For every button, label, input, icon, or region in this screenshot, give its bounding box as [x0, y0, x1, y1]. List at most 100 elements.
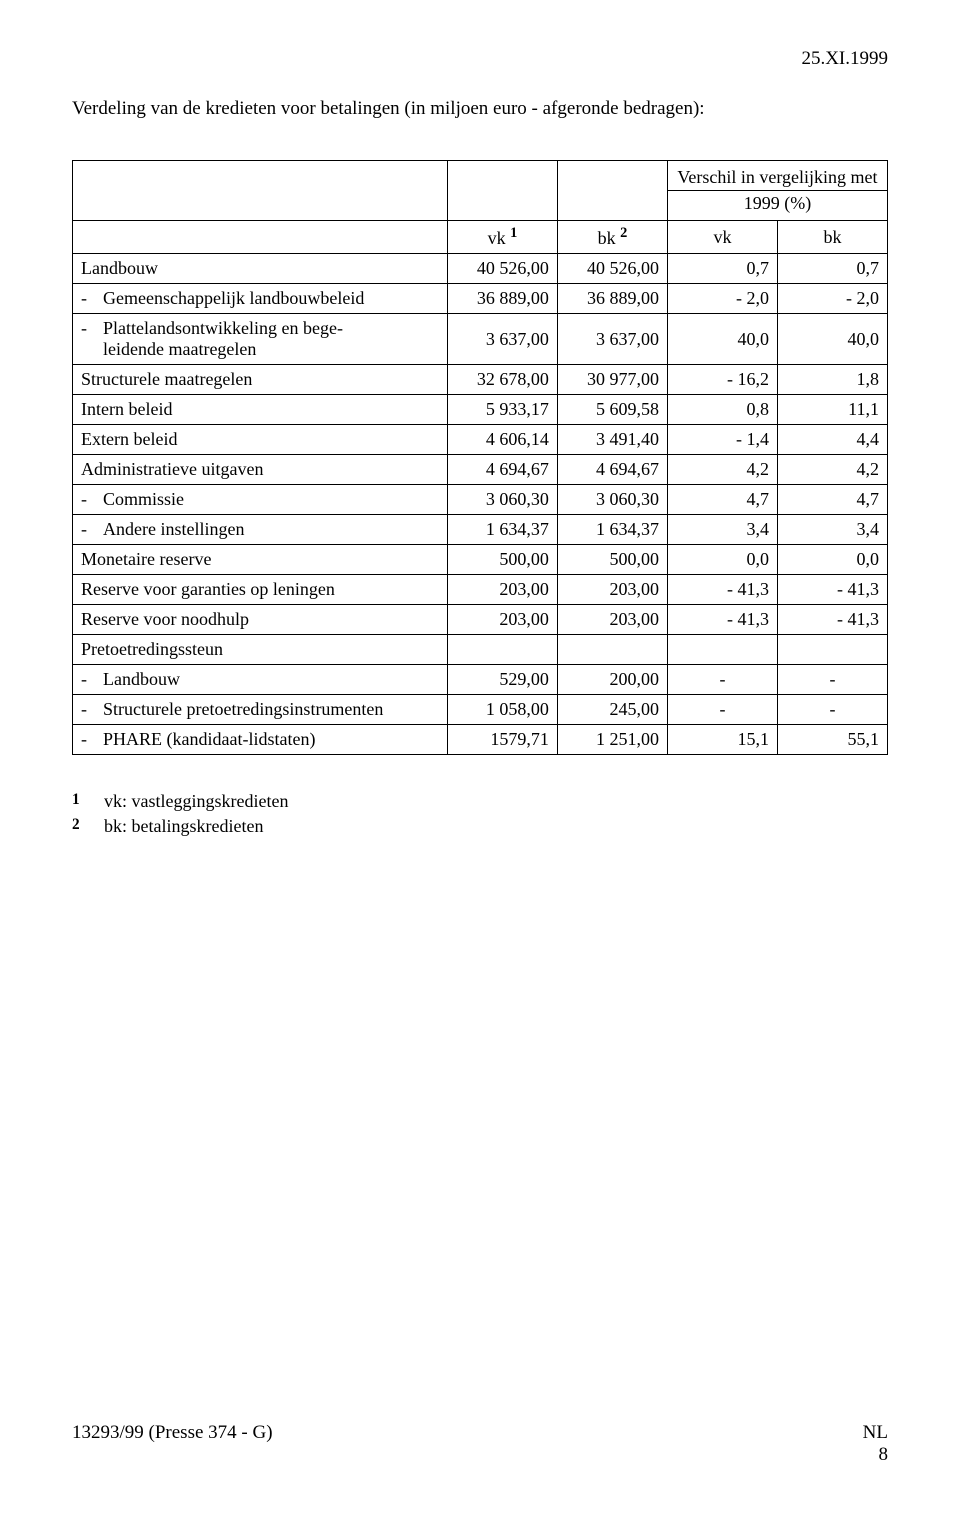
- cell-vk: -: [667, 665, 777, 695]
- table-row: -Andere instellingen1 634,371 634,373,43…: [73, 515, 888, 545]
- footnote: 1 vk: vastleggingskredieten: [72, 791, 888, 812]
- document-date: 25.XI.1999: [72, 48, 888, 70]
- table-row: -PHARE (kandidaat-lidstaten)1579,711 251…: [73, 725, 888, 755]
- cell-bk2: 203,00: [557, 575, 667, 605]
- table-row: Reserve voor garanties op leningen203,00…: [73, 575, 888, 605]
- cell-bk: 11,1: [777, 395, 887, 425]
- cell-vk: 40,0: [667, 314, 777, 365]
- cell-bk: 4,7: [777, 485, 887, 515]
- cell-bk2: 3 060,30: [557, 485, 667, 515]
- cell-vk1: 3 637,00: [447, 314, 557, 365]
- cell-vk: - 16,2: [667, 365, 777, 395]
- cell-bk2: 5 609,58: [557, 395, 667, 425]
- footnote-num: 2: [72, 816, 104, 837]
- vk1-sup: 1: [510, 225, 517, 241]
- cell-bk: - 41,3: [777, 575, 887, 605]
- cell-vk1: 500,00: [447, 545, 557, 575]
- cell-bk: - 41,3: [777, 605, 887, 635]
- header-empty: [557, 161, 667, 221]
- table-header-cols: vk 1 bk 2 vk bk: [73, 221, 888, 254]
- table-row: Intern beleid5 933,175 609,580,811,1: [73, 395, 888, 425]
- cell-vk: 0,8: [667, 395, 777, 425]
- header-label-col: [73, 221, 448, 254]
- cell-bk: 1,8: [777, 365, 887, 395]
- row-label: Landbouw: [73, 254, 448, 284]
- cell-bk2: 1 634,37: [557, 515, 667, 545]
- cell-bk: 0,7: [777, 254, 887, 284]
- table-row: -Structurele pretoetredingsinstrumenten1…: [73, 695, 888, 725]
- cell-bk2: 40 526,00: [557, 254, 667, 284]
- cell-vk1: 36 889,00: [447, 284, 557, 314]
- cell-vk1: 5 933,17: [447, 395, 557, 425]
- cell-bk2: 36 889,00: [557, 284, 667, 314]
- cell-vk1: 529,00: [447, 665, 557, 695]
- table-row: Extern beleid4 606,143 491,40- 1,44,4: [73, 425, 888, 455]
- cell-bk2: 4 694,67: [557, 455, 667, 485]
- cell-vk: 0,7: [667, 254, 777, 284]
- cell-bk2: 1 251,00: [557, 725, 667, 755]
- footnote-text: vk: vastleggingskredieten: [104, 791, 888, 812]
- cell-bk2: 245,00: [557, 695, 667, 725]
- bk2-sup: 2: [620, 225, 627, 241]
- row-label: Reserve voor noodhulp: [73, 605, 448, 635]
- footnote-text: bk: betalingskredieten: [104, 816, 888, 837]
- row-label: Structurele maatregelen: [73, 365, 448, 395]
- header-vk: vk: [667, 221, 777, 254]
- row-label: -PHARE (kandidaat-lidstaten): [73, 725, 448, 755]
- table-row: Monetaire reserve500,00500,000,00,0: [73, 545, 888, 575]
- table-header-group: Verschil in vergelijking met: [73, 161, 888, 191]
- cell-bk2: 3 637,00: [557, 314, 667, 365]
- cell-vk1: 1 058,00: [447, 695, 557, 725]
- footnote: 2 bk: betalingskredieten: [72, 816, 888, 837]
- cell-vk: 4,2: [667, 455, 777, 485]
- vk1-label: vk: [488, 228, 506, 248]
- table-row: -Gemeenschappelijk landbouwbeleid36 889,…: [73, 284, 888, 314]
- table-row: -Plattelandsontwikkeling en bege-leidend…: [73, 314, 888, 365]
- row-label: -Gemeenschappelijk landbouwbeleid: [73, 284, 448, 314]
- cell-vk1: [447, 635, 557, 665]
- cell-bk2: 203,00: [557, 605, 667, 635]
- cell-vk: [667, 635, 777, 665]
- row-label: -Plattelandsontwikkeling en bege-leidend…: [73, 314, 448, 365]
- header-bk: bk: [777, 221, 887, 254]
- header-empty: [447, 161, 557, 221]
- cell-vk: 15,1: [667, 725, 777, 755]
- table-row: -Commissie3 060,303 060,304,74,7: [73, 485, 888, 515]
- cell-bk: 4,4: [777, 425, 887, 455]
- footnote-num: 1: [72, 791, 104, 812]
- cell-vk1: 32 678,00: [447, 365, 557, 395]
- cell-vk: 0,0: [667, 545, 777, 575]
- header-vk1: vk 1: [447, 221, 557, 254]
- row-label: Intern beleid: [73, 395, 448, 425]
- cell-bk: 40,0: [777, 314, 887, 365]
- cell-bk2: 500,00: [557, 545, 667, 575]
- cell-bk: 0,0: [777, 545, 887, 575]
- table-row: -Landbouw529,00200,00--: [73, 665, 888, 695]
- header-bk2: bk 2: [557, 221, 667, 254]
- table-row: Reserve voor noodhulp203,00203,00- 41,3-…: [73, 605, 888, 635]
- cell-vk1: 3 060,30: [447, 485, 557, 515]
- intro-text: Verdeling van de kredieten voor betaling…: [72, 98, 888, 120]
- table-row: Administratieve uitgaven4 694,674 694,67…: [73, 455, 888, 485]
- footer-right: NL 8: [863, 1422, 888, 1466]
- cell-bk2: 200,00: [557, 665, 667, 695]
- table-row: Structurele maatregelen32 678,0030 977,0…: [73, 365, 888, 395]
- cell-bk: 4,2: [777, 455, 887, 485]
- cell-vk1: 1 634,37: [447, 515, 557, 545]
- cell-vk: - 1,4: [667, 425, 777, 455]
- row-label: -Andere instellingen: [73, 515, 448, 545]
- data-table: Verschil in vergelijking met 1999 (%) vk…: [72, 160, 888, 755]
- cell-bk: -: [777, 665, 887, 695]
- row-label: -Structurele pretoetredingsinstrumenten: [73, 695, 448, 725]
- cell-bk2: [557, 635, 667, 665]
- table-body: Landbouw40 526,0040 526,000,70,7-Gemeens…: [73, 254, 888, 755]
- table-row: Landbouw40 526,0040 526,000,70,7: [73, 254, 888, 284]
- cell-vk1: 40 526,00: [447, 254, 557, 284]
- cell-vk: 4,7: [667, 485, 777, 515]
- cell-bk2: 3 491,40: [557, 425, 667, 455]
- page: 25.XI.1999 Verdeling van de kredieten vo…: [0, 0, 960, 1514]
- cell-vk1: 203,00: [447, 575, 557, 605]
- cell-bk: 55,1: [777, 725, 887, 755]
- cell-bk: - 2,0: [777, 284, 887, 314]
- footnotes: 1 vk: vastleggingskredieten 2 bk: betali…: [72, 791, 888, 837]
